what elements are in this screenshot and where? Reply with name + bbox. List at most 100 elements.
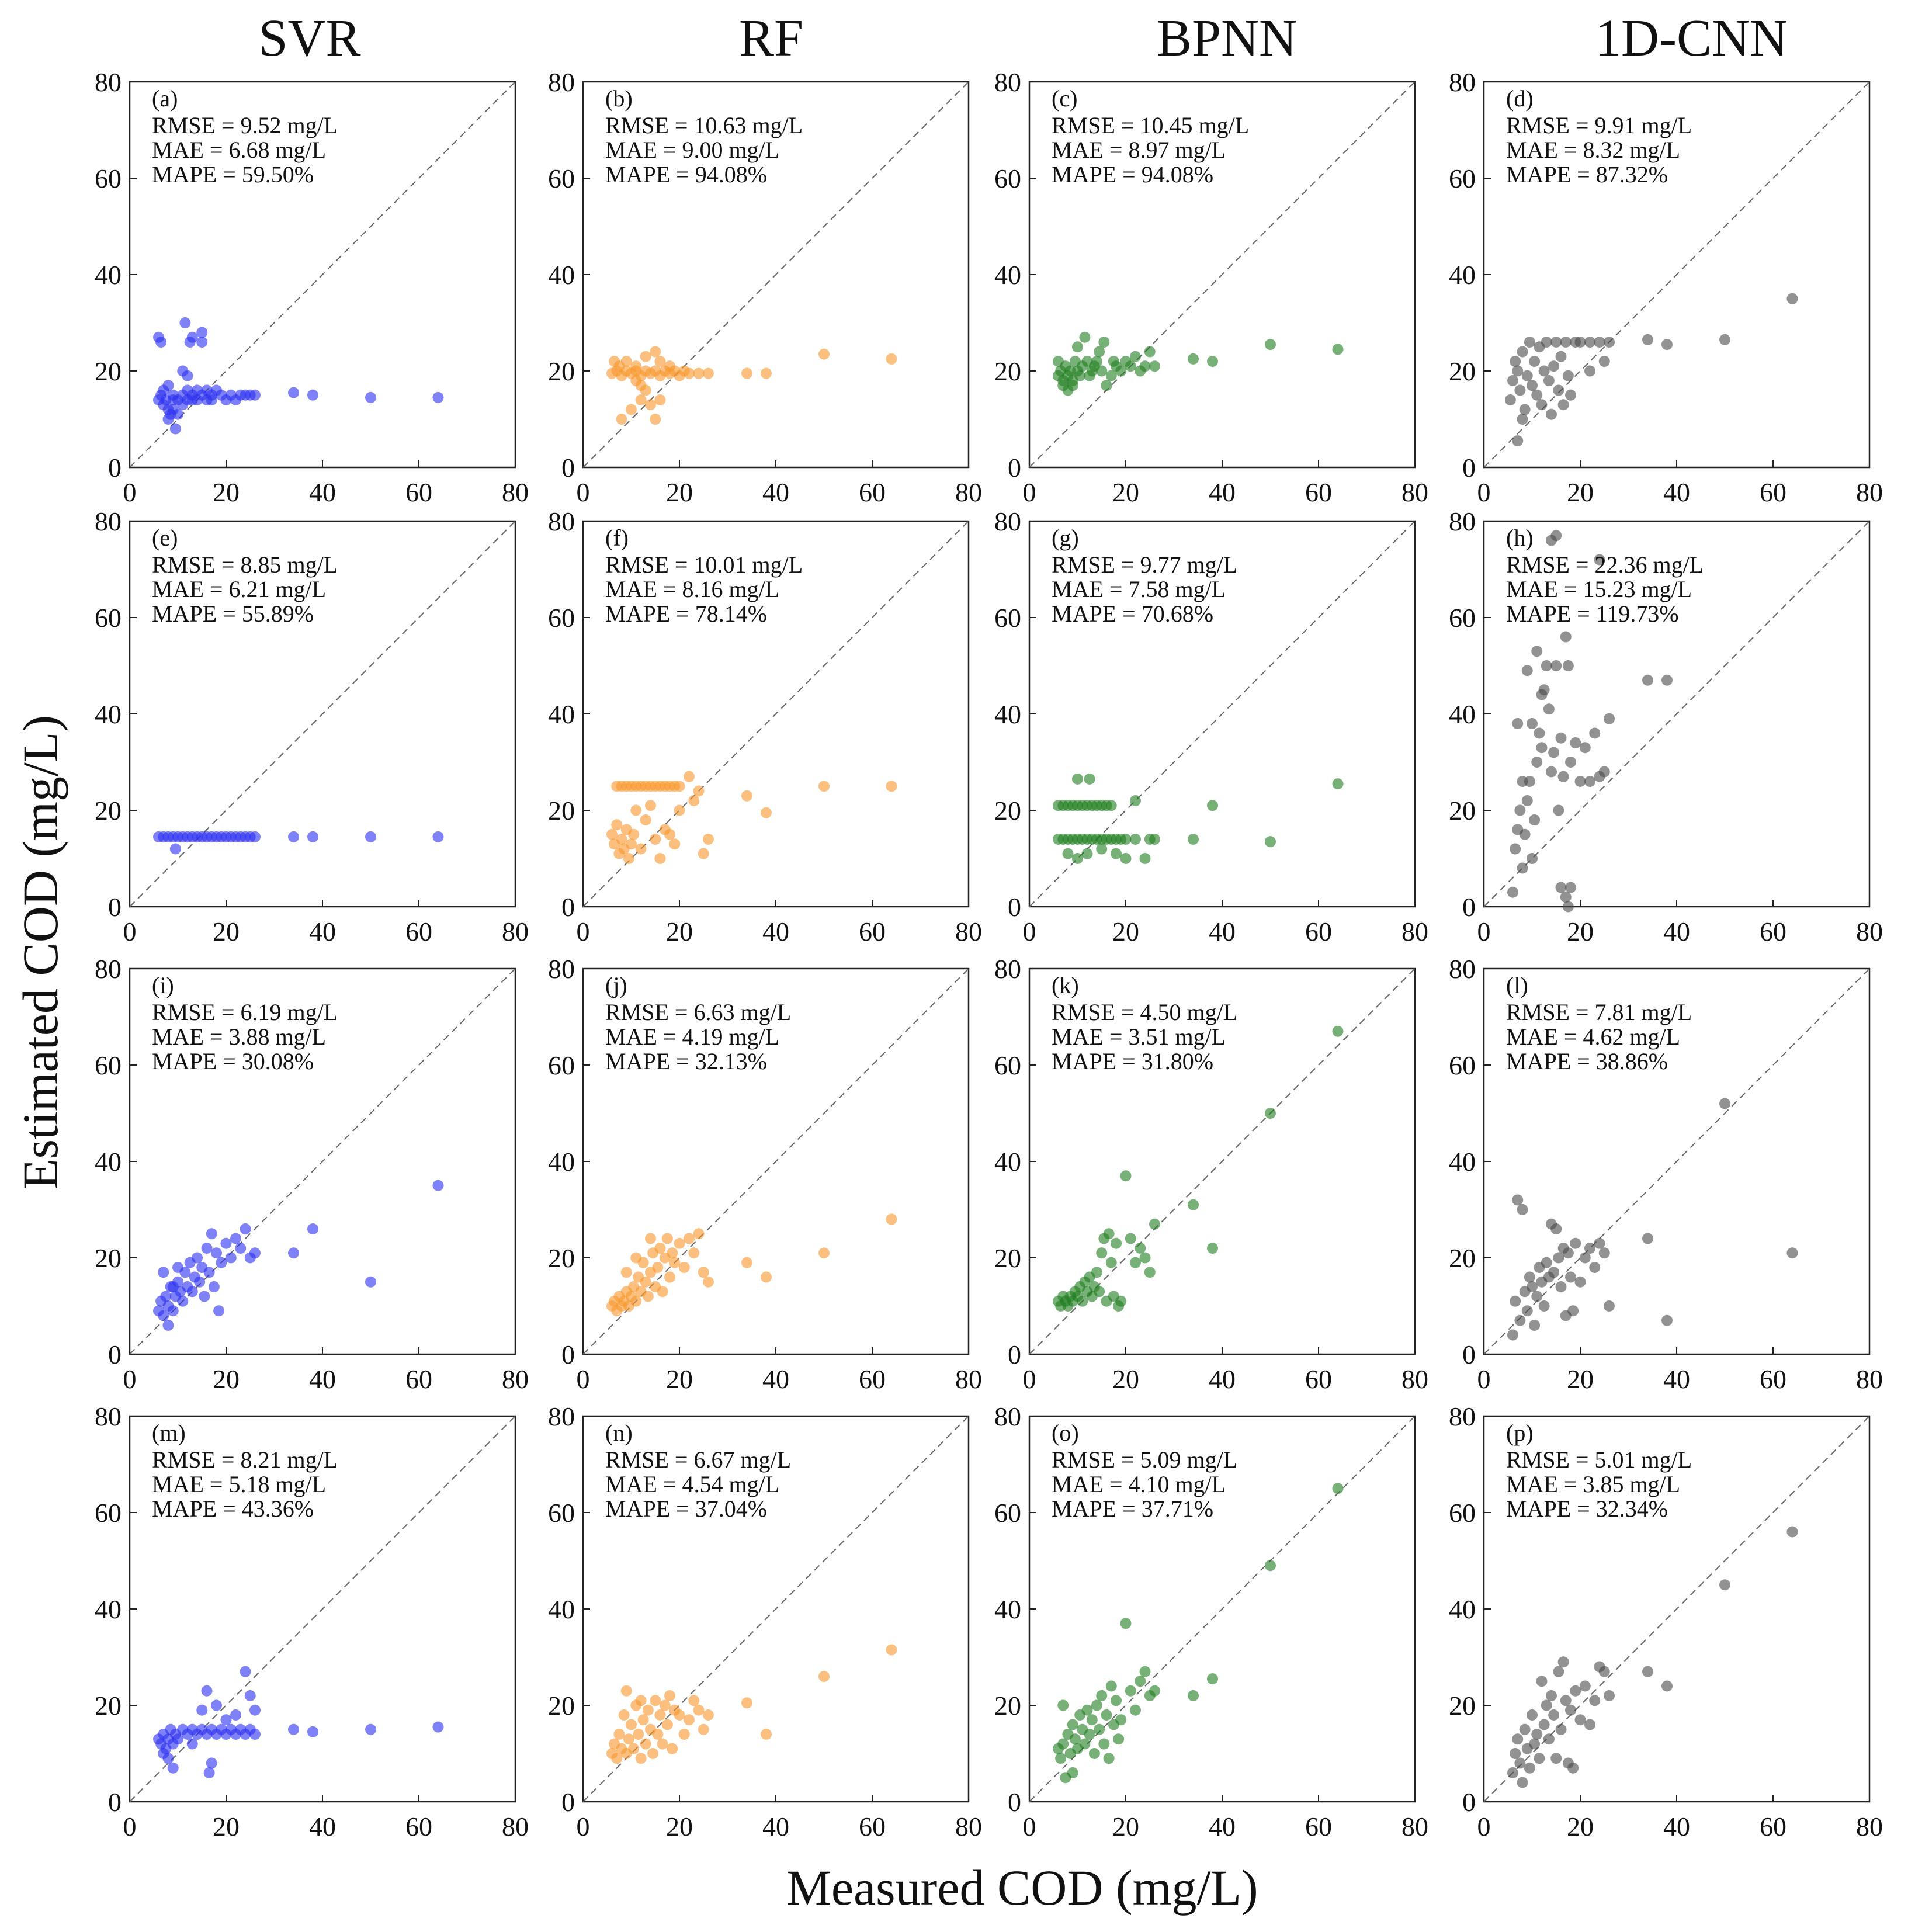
data-point	[635, 843, 647, 855]
data-point	[1094, 1723, 1105, 1735]
data-point	[1589, 727, 1601, 739]
data-point	[698, 1267, 709, 1278]
data-point	[633, 1729, 644, 1740]
data-point	[1594, 1237, 1605, 1249]
data-point	[249, 1247, 261, 1259]
data-point	[1541, 337, 1552, 348]
data-point	[249, 1704, 261, 1716]
data-point	[640, 814, 651, 825]
data-point	[1562, 1247, 1574, 1259]
x-tick-label: 0	[1023, 477, 1036, 507]
data-point	[1584, 337, 1595, 348]
data-point	[194, 1276, 206, 1288]
y-tick-label: 60	[994, 1050, 1021, 1080]
data-point	[1521, 795, 1533, 806]
data-point	[1072, 341, 1083, 353]
data-point	[365, 391, 376, 403]
data-point	[761, 367, 772, 379]
data-point	[249, 831, 261, 842]
panel-o: 0 20 40 60 80 0 20 40 60 80 (o)RMSE = 5.09 mg/LMAE…	[994, 1402, 1428, 1841]
x-tick-label: 0	[577, 1812, 590, 1841]
x-tick-label: 80	[1856, 917, 1883, 946]
data-point	[1604, 337, 1615, 348]
data-point	[886, 1644, 897, 1656]
metric-text: MAE = 4.10 mg/L	[1052, 1471, 1226, 1497]
data-point	[1111, 1237, 1122, 1249]
metric-text: RMSE = 4.50 mg/L	[1052, 999, 1237, 1025]
x-tick-label: 60	[859, 917, 886, 946]
data-point	[1527, 1281, 1538, 1292]
data-point	[1103, 1753, 1115, 1764]
metric-text: MAE = 3.88 mg/L	[152, 1024, 326, 1050]
data-point	[678, 1729, 690, 1740]
data-point	[186, 1286, 198, 1298]
data-point	[1527, 718, 1538, 729]
y-tick-label: 0	[1008, 1787, 1021, 1817]
data-point	[1105, 800, 1117, 811]
data-point	[196, 327, 208, 338]
data-point	[432, 391, 444, 403]
data-point	[230, 1709, 241, 1721]
metric-text: MAE = 4.54 mg/L	[605, 1471, 779, 1497]
panel-label: (l)	[1506, 972, 1528, 998]
data-point	[1265, 1560, 1276, 1572]
data-point	[1524, 1271, 1535, 1283]
y-tick-label: 80	[1449, 507, 1476, 536]
x-tick-label: 20	[666, 477, 693, 507]
data-point	[1531, 389, 1543, 401]
data-point	[158, 1267, 169, 1278]
data-point	[1570, 1685, 1581, 1697]
data-point	[1512, 1733, 1524, 1745]
data-point	[182, 384, 193, 396]
metric-text: RMSE = 7.81 mg/L	[1506, 999, 1692, 1025]
x-tick-label: 20	[213, 477, 240, 507]
y-tick-label: 60	[1449, 1498, 1476, 1528]
data-point	[640, 1276, 651, 1288]
data-point	[1548, 747, 1560, 758]
data-point	[620, 1685, 632, 1697]
x-tick-label: 40	[762, 1812, 789, 1841]
metric-text: MAE = 6.68 mg/L	[152, 137, 326, 163]
data-point	[1130, 834, 1141, 845]
data-point	[1115, 1714, 1127, 1726]
y-tick-label: 60	[548, 1498, 575, 1528]
panel-label: (o)	[1052, 1420, 1079, 1446]
data-point	[1517, 862, 1528, 874]
data-point	[1574, 1276, 1586, 1288]
data-point	[684, 1233, 695, 1244]
data-point	[1642, 674, 1653, 686]
data-point	[1079, 331, 1091, 343]
y-tick-label: 0	[1462, 1787, 1476, 1817]
data-point	[249, 1729, 261, 1740]
data-point	[1661, 1680, 1673, 1692]
data-point	[1088, 1748, 1100, 1759]
metric-text: MAE = 6.21 mg/L	[152, 576, 326, 602]
data-point	[201, 1243, 213, 1254]
y-tick-label: 40	[95, 1147, 122, 1177]
data-point	[818, 781, 830, 792]
data-point	[688, 1247, 700, 1259]
identity-line	[1029, 81, 1416, 468]
x-tick-label: 60	[859, 1364, 886, 1394]
identity-line	[1029, 1416, 1416, 1802]
data-point	[761, 1729, 772, 1740]
panel-label: (h)	[1506, 525, 1534, 551]
data-point	[1512, 435, 1524, 447]
data-point	[693, 367, 705, 379]
data-point	[1332, 1025, 1344, 1037]
x-tick-label: 20	[213, 1812, 240, 1841]
x-tick-label: 60	[405, 1364, 432, 1394]
data-point	[1188, 353, 1199, 365]
data-point	[1096, 1690, 1108, 1701]
data-point	[664, 1271, 675, 1283]
identity-line	[129, 521, 516, 907]
data-point	[620, 1267, 632, 1278]
data-point	[645, 1233, 656, 1244]
x-tick-label: 0	[1023, 1364, 1036, 1394]
data-point	[162, 380, 174, 391]
panel-label: (m)	[152, 1420, 186, 1446]
y-tick-label: 20	[1449, 1243, 1476, 1273]
data-point	[1541, 660, 1552, 671]
y-tick-label: 40	[1449, 260, 1476, 290]
data-point	[1510, 356, 1521, 367]
